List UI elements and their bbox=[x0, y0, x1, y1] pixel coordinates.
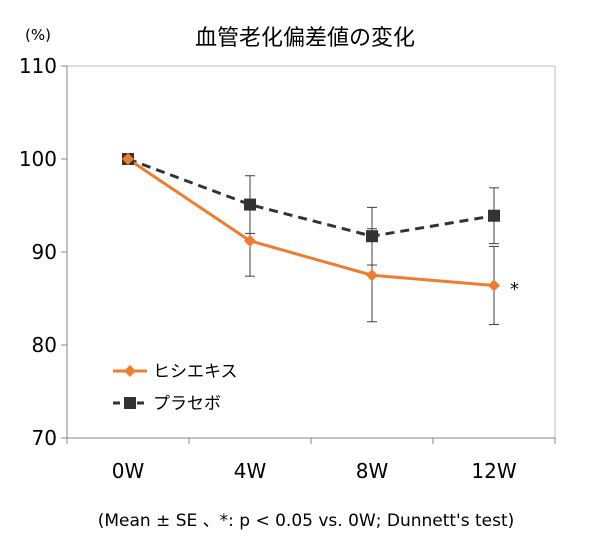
legend-marker bbox=[124, 397, 136, 409]
series-line-0 bbox=[127, 157, 495, 287]
x-tick-label: 12W bbox=[471, 459, 516, 483]
legend-label: プラセボ bbox=[153, 394, 221, 414]
significance-mark: * bbox=[510, 279, 519, 300]
legend-label: ヒシエキス bbox=[153, 362, 238, 382]
series-lines bbox=[127, 157, 495, 287]
plot-area-border bbox=[66, 65, 556, 439]
x-tick-label: 4W bbox=[234, 459, 267, 483]
data-point-0 bbox=[488, 279, 500, 292]
data-point-1 bbox=[366, 230, 378, 243]
y-tick-label: 90 bbox=[32, 240, 57, 264]
legend-marker bbox=[124, 365, 136, 377]
data-point-1 bbox=[244, 198, 256, 211]
series-markers bbox=[122, 153, 500, 292]
data-point-1 bbox=[488, 209, 500, 222]
x-tick-label: 8W bbox=[356, 459, 389, 483]
y-axis-unit: (%) bbox=[25, 26, 51, 44]
x-tick-label: 0W bbox=[112, 459, 145, 483]
data-point-0 bbox=[122, 153, 134, 165]
data-point-0 bbox=[366, 269, 378, 282]
chart-title: 血管老化偏差値の変化 bbox=[195, 26, 415, 51]
y-tick-label: 110 bbox=[19, 54, 57, 78]
x-axis: 0W 4W 8W 12W bbox=[66, 437, 556, 483]
footnote: (Mean ± SE 、*: p < 0.05 vs. 0W; Dunnett'… bbox=[98, 511, 515, 531]
y-axis: 70 80 90 100 110 bbox=[19, 54, 68, 450]
y-tick-label: 100 bbox=[19, 147, 57, 171]
y-tick-label: 70 bbox=[32, 426, 57, 450]
series-line-1 bbox=[127, 157, 495, 238]
data-point-0 bbox=[244, 234, 256, 247]
y-tick-label: 80 bbox=[32, 333, 57, 357]
